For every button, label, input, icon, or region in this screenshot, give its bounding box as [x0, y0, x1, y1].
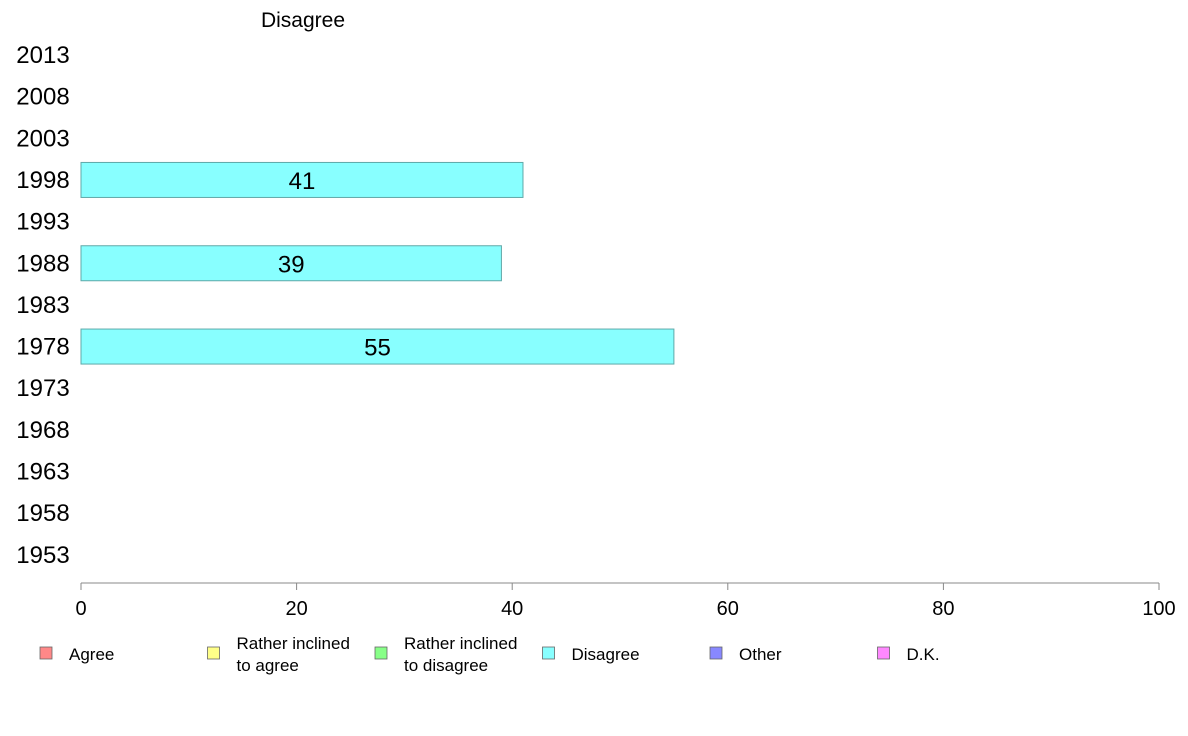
legend-swatch: [39, 646, 53, 660]
chart-title: Disagree: [261, 9, 345, 32]
bar-value-label: 55: [364, 335, 391, 362]
y-tick-label: 1973: [16, 375, 69, 402]
legend-label: D.K.: [907, 645, 940, 664]
legend-label: Agree: [69, 645, 114, 664]
legend-swatch: [709, 646, 723, 660]
y-tick-label: 2008: [16, 84, 69, 111]
x-tick-label: 60: [717, 598, 739, 620]
x-tick-label: 100: [1142, 598, 1175, 620]
legend: Agree Rather inclined to agree Rather incli…: [39, 634, 940, 675]
y-tick-label: 1993: [16, 209, 69, 236]
bar-value-label: 39: [278, 251, 305, 278]
legend-swatch: [542, 646, 555, 660]
bar: [80, 161, 524, 198]
legend-swatch: [374, 646, 388, 660]
y-tick-label: 2013: [16, 42, 69, 69]
bars: [80, 161, 675, 365]
y-tick-label: 1978: [16, 334, 69, 361]
legend-label: Other: [739, 645, 782, 664]
legend-swatch: [877, 646, 890, 660]
legend-label: Disagree: [572, 645, 640, 664]
bar-data-labels: 41 39 55: [278, 168, 391, 362]
y-tick-label: 2003: [16, 125, 69, 152]
y-tick-label: 1988: [16, 250, 69, 277]
legend-label: to disagree: [404, 656, 488, 675]
bar: [80, 328, 675, 365]
y-tick-label: 1998: [16, 167, 69, 194]
x-tick-label: 0: [75, 598, 86, 620]
y-tick-label: 1953: [16, 542, 69, 569]
y-tick-label: 1983: [16, 292, 69, 319]
x-tick-label: 20: [285, 598, 307, 620]
legend-swatch: [207, 646, 220, 660]
x-axis: 0 20 40 60 80 100: [75, 582, 1176, 620]
bar: [80, 245, 502, 282]
x-tick-label: 40: [501, 598, 523, 620]
y-tick-label: 1958: [16, 500, 69, 527]
y-axis-tick-labels: 2013 2008 2003 1998 1993 1988 1983 1978 1973 1968…: [16, 42, 69, 569]
legend-label: Rather inclined: [237, 634, 350, 653]
x-tick-label: 80: [932, 598, 954, 620]
y-tick-label: 1968: [16, 417, 69, 444]
legend-label: to agree: [237, 656, 299, 675]
legend-label: Rather inclined: [404, 634, 517, 653]
bar-value-label: 41: [289, 168, 316, 195]
y-tick-label: 1963: [16, 459, 69, 486]
